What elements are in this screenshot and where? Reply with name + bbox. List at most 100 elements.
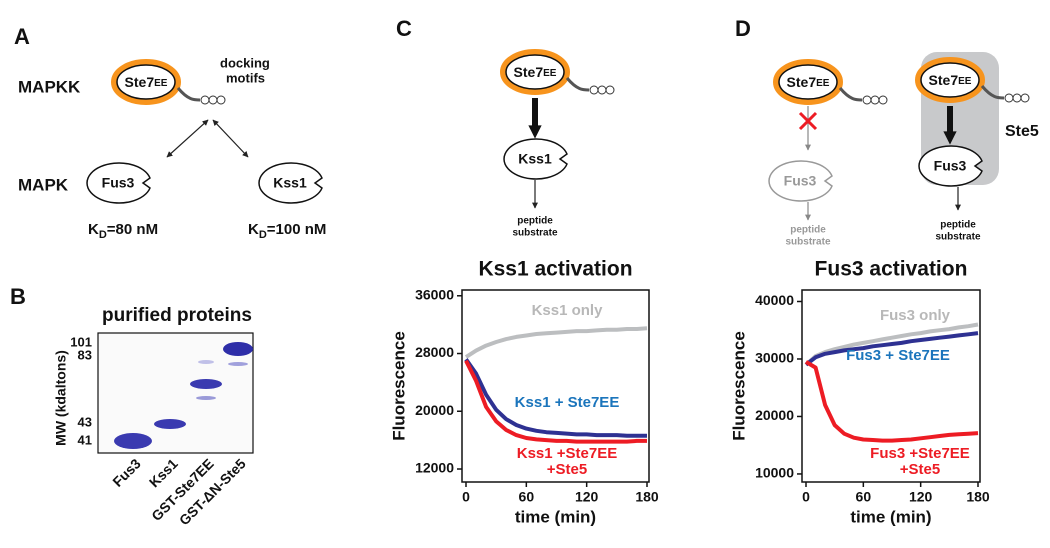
plot-frame <box>461 289 650 483</box>
arrow <box>212 119 249 158</box>
fus3-text: Fus3 <box>934 158 967 174</box>
kd-fus3: KD=80 nM <box>88 221 158 241</box>
substrate-text: peptide <box>790 225 826 236</box>
ste7-name: Ste7 <box>514 64 544 80</box>
motif <box>1004 93 1014 103</box>
ste7-text: Ste7EE <box>514 64 557 80</box>
band <box>198 360 214 364</box>
panel-label: A <box>14 24 30 49</box>
band <box>154 419 186 429</box>
ste7-sub: EE <box>958 76 972 87</box>
chart-title: Kss1 activation <box>478 258 632 281</box>
motif <box>605 85 615 95</box>
series-label: Kss1 + Ste7EE <box>514 394 620 411</box>
y-tick-label: 20000 <box>415 402 454 418</box>
y-tick-label: 12000 <box>415 460 454 476</box>
motifs-text: motifs <box>226 70 265 85</box>
tail <box>565 77 590 92</box>
kss1-text: Kss1 <box>518 151 552 167</box>
motif <box>200 95 210 105</box>
series-label: Fus3 +Ste7EE +Ste5 <box>870 445 970 478</box>
x-tick-label: 60 <box>856 489 872 505</box>
mapkk-label: MAPKK <box>18 77 81 96</box>
ste7-outline <box>116 64 176 100</box>
kss1-text: Kss1 <box>273 175 307 191</box>
x-tick-label: 120 <box>909 489 933 505</box>
x-tick-label: 120 <box>575 489 599 505</box>
motif <box>1012 93 1022 103</box>
band <box>228 362 248 366</box>
series-line <box>464 358 647 438</box>
substrate-text: substrate <box>512 228 557 239</box>
y-axis-label: Fluorescence <box>729 331 748 441</box>
substrate-text: substrate <box>785 237 830 248</box>
series-label: Fus3 only <box>879 307 950 324</box>
ste7-name: Ste7 <box>125 74 155 90</box>
x-tick-label: 0 <box>462 489 470 505</box>
chart-title: Fus3 activation <box>815 258 968 281</box>
ste7-outline <box>920 62 980 98</box>
kd-kss1: KD=100 nM <box>248 221 326 241</box>
ste7-text: Ste7EE <box>787 74 830 90</box>
ste7-name: Ste7 <box>929 72 959 88</box>
x-tick-label: 60 <box>519 489 535 505</box>
x-tick-label: 180 <box>635 489 659 505</box>
ste7-name: Ste7 <box>787 74 817 90</box>
x-axis-label: time (min) <box>850 507 931 526</box>
ste7-text: Ste7EE <box>125 74 168 90</box>
ste7-text: Ste7EE <box>929 72 972 88</box>
substrate-text: peptide <box>517 216 553 227</box>
fus3-text: Fus3 <box>784 173 817 189</box>
band <box>190 379 222 389</box>
panel-label: B <box>10 284 26 309</box>
arrow <box>166 119 209 158</box>
ste7-shape <box>500 49 570 95</box>
kd-value: =100 nM <box>267 221 327 238</box>
kd-k: K <box>88 221 99 238</box>
motif <box>878 95 888 105</box>
ste7-outline <box>778 64 838 100</box>
ste7-shape <box>773 59 843 105</box>
motif <box>589 85 599 95</box>
substrate-text: substrate <box>935 232 980 243</box>
motif <box>862 95 872 105</box>
series-line <box>464 326 648 359</box>
ste7-sub: EE <box>154 78 168 89</box>
x-tick-label: 0 <box>802 489 810 505</box>
band <box>196 396 216 400</box>
series-line <box>804 360 979 443</box>
motif <box>216 95 226 105</box>
ste5-text: Ste5 <box>1005 123 1039 140</box>
mw-label: 41 <box>78 432 92 447</box>
y-tick-label: 20000 <box>755 407 794 423</box>
ste7-shape <box>915 57 985 103</box>
fus3-shape <box>86 162 151 204</box>
series-label: Fus3 + Ste7EE <box>846 347 950 364</box>
motif <box>208 95 218 105</box>
docking-text: docking <box>220 55 270 70</box>
series-line <box>464 359 647 444</box>
y-tick-label: 36000 <box>415 286 454 302</box>
substrate-text: peptide <box>940 220 976 231</box>
mw-label: 43 <box>78 414 92 429</box>
tail <box>980 85 1005 100</box>
x-axis-label: time (min) <box>515 507 596 526</box>
mapk-label: MAPK <box>18 175 69 194</box>
mw-label: 101 <box>70 334 92 349</box>
y-tick-label: 10000 <box>755 465 794 481</box>
series-line <box>804 322 979 367</box>
fus3-shape <box>768 160 833 202</box>
ste7-outline <box>505 54 565 90</box>
mw-label: 83 <box>78 347 92 362</box>
panel-label: D <box>735 16 751 41</box>
y-tick-label: 28000 <box>415 344 454 360</box>
motif <box>870 95 880 105</box>
tail <box>838 87 863 102</box>
fus3-text: Fus3 <box>102 175 135 191</box>
y-axis-label: Fluorescence <box>389 331 408 441</box>
panel-label: C <box>396 16 412 41</box>
band <box>223 342 253 356</box>
lane-label: Fus3 <box>109 455 144 490</box>
gel-title: purified proteins <box>102 305 252 326</box>
